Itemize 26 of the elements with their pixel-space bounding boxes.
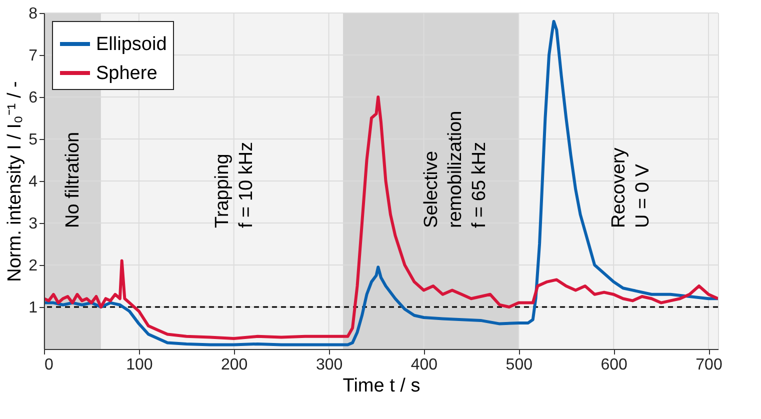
legend-label: Sphere (96, 63, 158, 84)
y-tick-label: 2 (28, 258, 38, 274)
y-tick-label: 8 (28, 6, 38, 22)
y-tick-label: 7 (28, 48, 38, 64)
x-tick-label: 400 (410, 356, 438, 374)
x-axis-title: Time t / s (342, 376, 420, 396)
y-tick-label: 3 (28, 216, 38, 232)
line-series (44, 96, 718, 340)
x-tick-label: 100 (126, 356, 153, 374)
line-series (44, 20, 718, 346)
legend-label: Ellipsoid (96, 34, 167, 55)
band-label: No filtration (62, 132, 84, 228)
y-tick-label: 1 (28, 300, 38, 316)
band-label: Recovery U = 0 V (608, 147, 654, 228)
y-tick-label: 6 (28, 90, 38, 106)
x-tick-label: 200 (221, 356, 248, 374)
x-tick-label: 500 (506, 356, 533, 374)
band-label: Trapping f = 10 kHz (212, 142, 257, 228)
y-axis-title: Norm. intensity I / I₀⁻¹ / - (4, 81, 26, 282)
x-tick-label: 600 (600, 356, 628, 374)
x-tick-label: 300 (316, 356, 343, 374)
y-tick-label: 5 (28, 132, 38, 148)
x-tick-label: 0 (44, 356, 54, 374)
x-tick-label: 700 (696, 356, 722, 374)
y-tick-label: 4 (28, 174, 38, 190)
band-label: Selective remobilization f = 65 kHz (420, 110, 490, 228)
